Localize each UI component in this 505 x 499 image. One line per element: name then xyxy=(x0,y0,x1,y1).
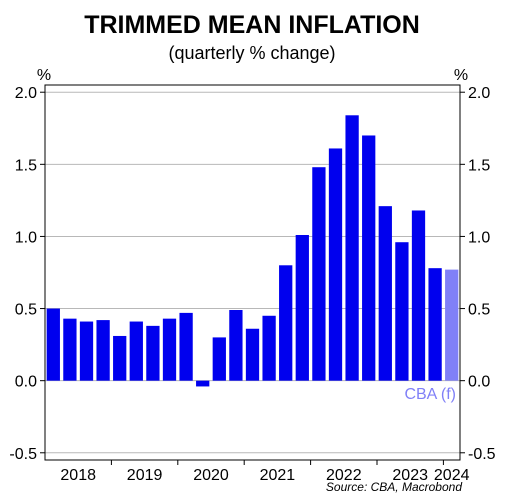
y-tick-label-left: -0.5 xyxy=(9,446,37,463)
bar-q4-2018 xyxy=(96,320,110,381)
x-tick-label-2020: 2020 xyxy=(193,467,229,484)
bar-q2-2022 xyxy=(328,148,343,381)
bar-q4-2019 xyxy=(162,318,177,381)
bar-q3-2019 xyxy=(146,325,160,381)
x-tick-label-2023: 2023 xyxy=(392,467,428,484)
chart-title: TRIMMED MEAN INFLATION xyxy=(84,11,420,39)
bar-q3-2022 xyxy=(345,115,359,381)
bar-q2-2021 xyxy=(262,315,276,381)
plot-frame xyxy=(44,84,461,461)
y-tick-label-left: 1.5 xyxy=(15,157,37,174)
y-tick-label-left: 0.5 xyxy=(15,302,37,319)
y-tick-label-right: 0.5 xyxy=(468,302,490,319)
x-tick-label-2022: 2022 xyxy=(326,467,362,484)
y-tick-label-left: 2.0 xyxy=(15,85,37,102)
x-tick-label-2019: 2019 xyxy=(127,467,163,484)
bar-q4-2023 xyxy=(428,268,442,381)
bar-q3-2020 xyxy=(212,337,226,381)
bar-q3-2018 xyxy=(79,321,94,381)
bar-q4-2021 xyxy=(295,235,309,381)
bar-q1-2024 xyxy=(445,269,459,381)
y-tick-label-left: 0.0 xyxy=(15,374,37,391)
x-axis-ticks: 2018 2019 2020 2021 2022 2023 2024 xyxy=(60,460,470,484)
bar-q3-2021 xyxy=(279,265,293,381)
y-unit-left: % xyxy=(37,67,51,84)
bars xyxy=(46,115,459,387)
bar-q4-2022 xyxy=(362,135,376,381)
x-tick-label-2021: 2021 xyxy=(260,467,296,484)
x-tick-label-2024: 2024 xyxy=(434,467,470,484)
bar-q1-2021 xyxy=(245,328,260,381)
y-tick-label-right: 2.0 xyxy=(468,85,490,102)
bar-q1-2022 xyxy=(312,167,326,381)
bar-q1-2018 xyxy=(46,308,60,381)
y-tick-label-right: 1.5 xyxy=(468,157,490,174)
bar-q2-2019 xyxy=(129,321,143,381)
y-tick-label-left: 1.0 xyxy=(15,229,37,246)
chart-subtitle: (quarterly % change) xyxy=(168,43,335,63)
bar-q3-2023 xyxy=(411,210,426,381)
bar-q1-2020 xyxy=(179,312,193,381)
bar-q2-2018 xyxy=(63,318,77,381)
bar-q1-2019 xyxy=(113,335,127,381)
bar-q2-2020 xyxy=(196,380,210,387)
source-note: Source: CBA, Macrobond xyxy=(326,480,462,494)
bar-q4-2020 xyxy=(229,310,243,381)
bar-q1-2023 xyxy=(378,206,392,381)
y-tick-label-right: 1.0 xyxy=(468,229,490,246)
x-tick-label-2018: 2018 xyxy=(60,467,96,484)
y-tick-label-right: 0.0 xyxy=(468,374,490,391)
y-tick-label-right: -0.5 xyxy=(468,446,496,463)
y-axis-ticks: -0.5 -0.5 0.0 0.0 0.5 0.5 1.0 1.0 1.5 1.5 2.0 2.0 xyxy=(9,85,495,463)
forecast-annotation: CBA (f) xyxy=(404,386,456,403)
bar-q2-2023 xyxy=(395,242,409,381)
y-unit-right: % xyxy=(454,67,468,84)
